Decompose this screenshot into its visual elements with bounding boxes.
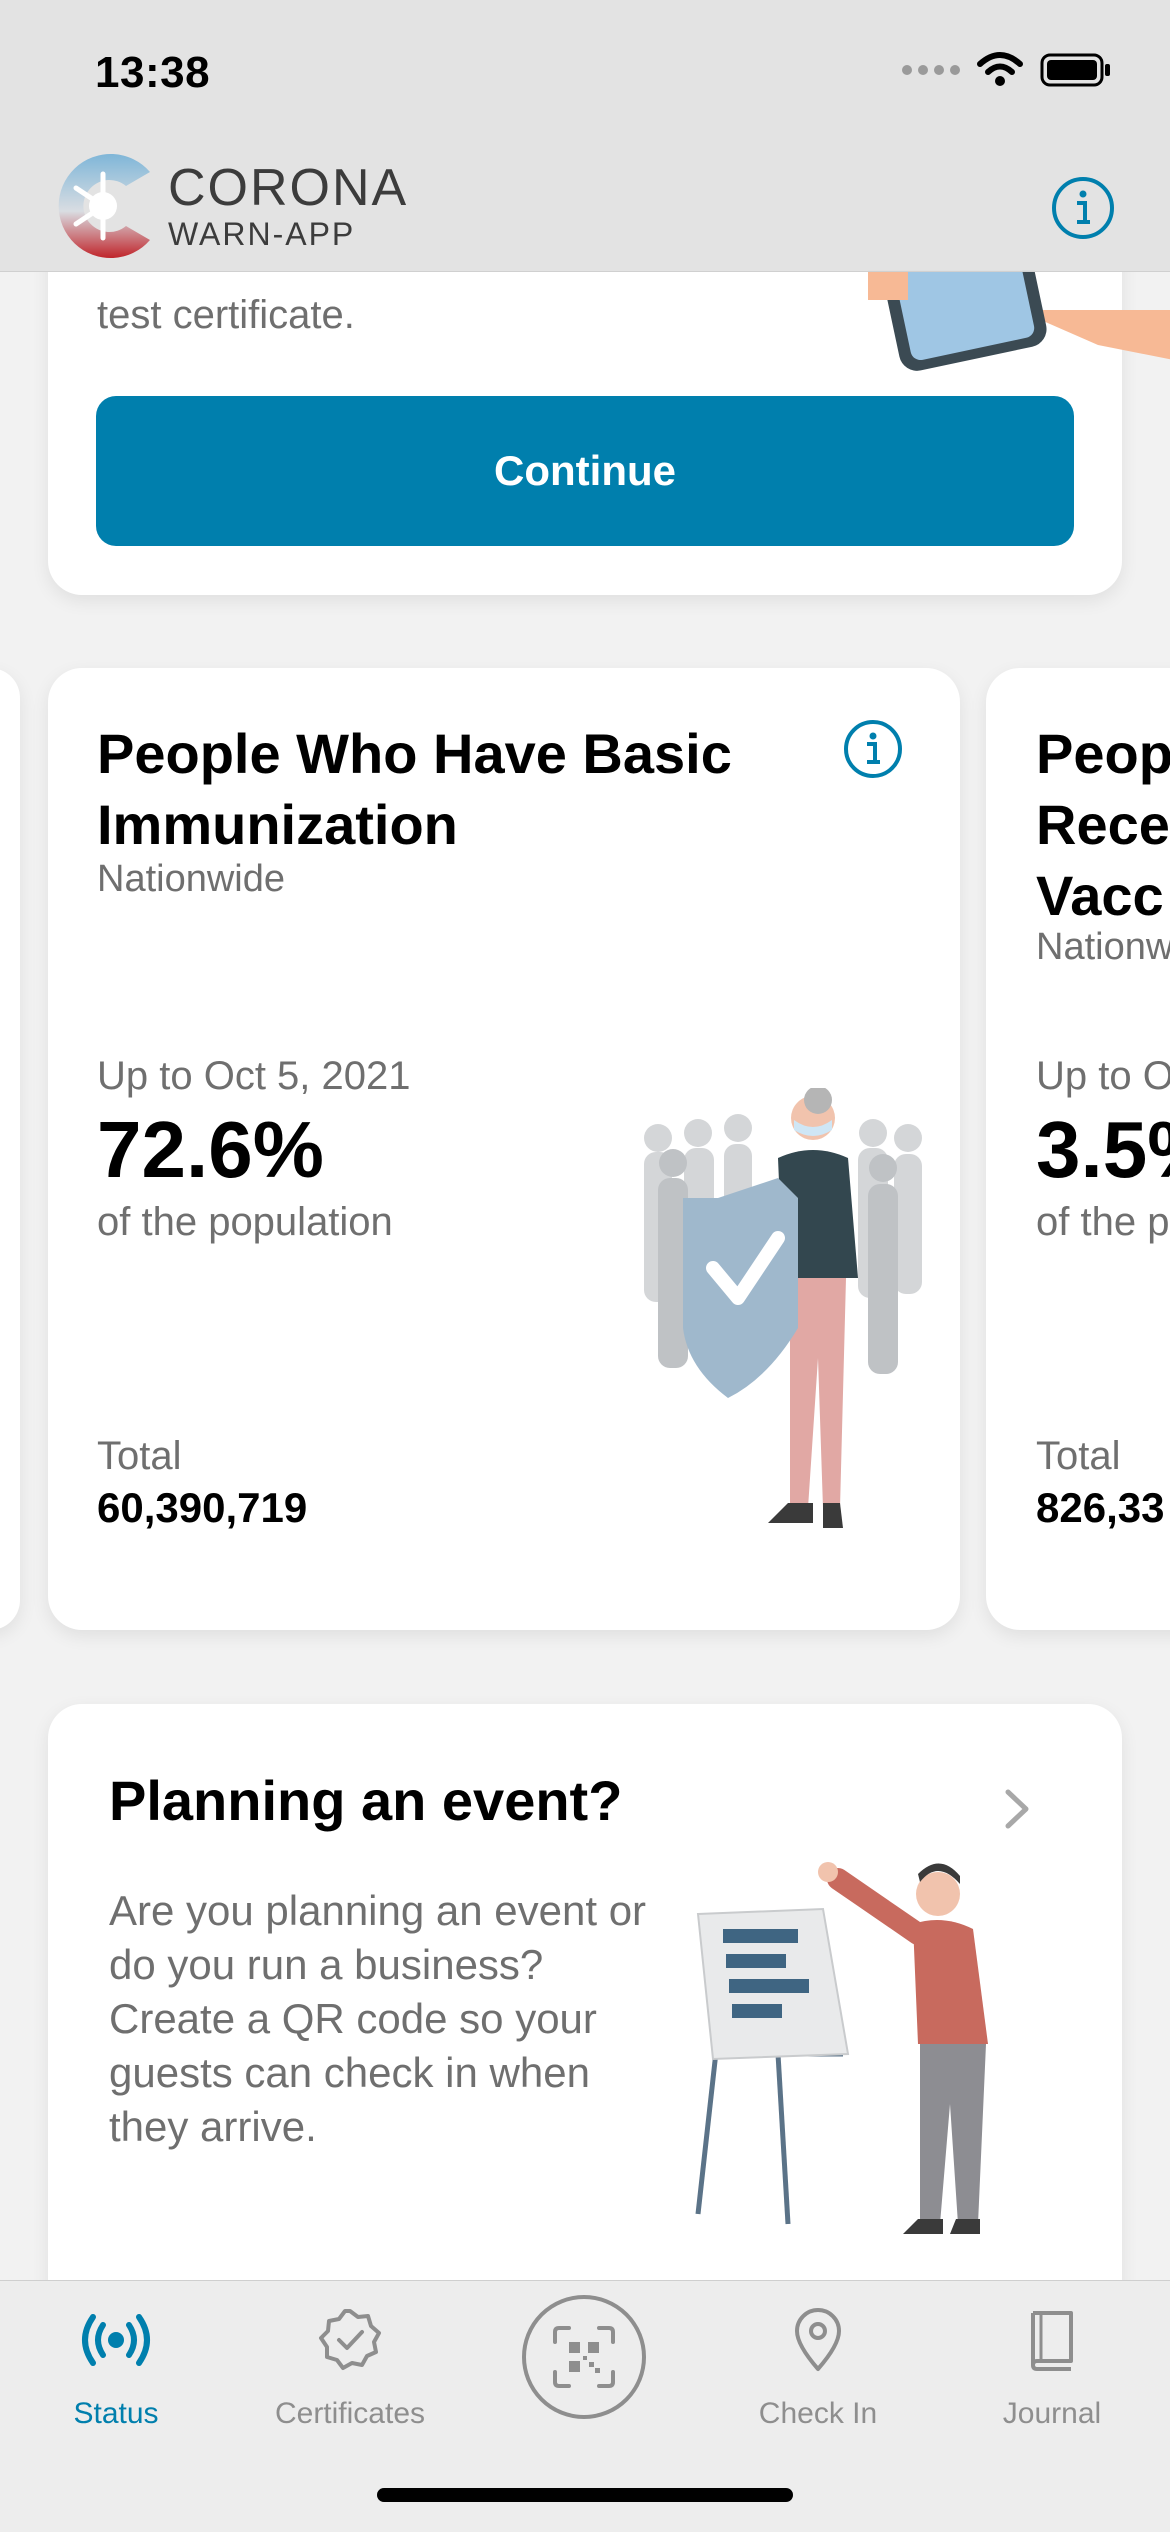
phone-hand-illustration [868, 270, 1170, 371]
brand-title: CORONA [168, 159, 409, 217]
info-icon[interactable] [842, 718, 904, 780]
stat-card-value: 72.6% [97, 1105, 324, 1194]
tab-check-in[interactable]: Check In [718, 2305, 918, 2431]
basic-immunization-card: People Who Have Basic Immunization Natio… [48, 668, 960, 1630]
tab-certificates-label: Certificates [274, 2397, 426, 2430]
stat-card-title: People Who Have Basic Immunization [97, 722, 732, 856]
corona-warn-app-logo [58, 154, 150, 258]
immunized-person-shield-illustration [644, 1088, 922, 1528]
booster-vaccination-card[interactable]: Peop Rece Vacc Nationw Up to O 3.5% of t… [986, 668, 1170, 1630]
tab-status[interactable]: Status [16, 2305, 216, 2431]
app-header: 13:38 [0, 0, 1170, 272]
event-card-description: Are you planning an event or do you run … [109, 1887, 647, 2150]
stat-card-total-label: Total [97, 1434, 182, 1478]
tab-journal-label: Journal [1002, 2397, 1102, 2430]
peek-card-title: Peop Rece Vacc [1036, 722, 1170, 927]
journal-icon [1031, 2311, 1073, 2371]
broadcast-icon [82, 2314, 150, 2366]
qr-code-icon [553, 2326, 615, 2388]
stat-card-region: Nationwide [97, 858, 285, 900]
peek-card-region: Nationw [1036, 926, 1170, 968]
battery-icon [1040, 53, 1110, 87]
continue-button[interactable]: Continue [96, 396, 1074, 546]
peek-card-total-value: 826,33 [1036, 1484, 1165, 1531]
event-card-title: Planning an event? [109, 1769, 623, 1832]
tab-check-in-label: Check In [758, 2397, 878, 2430]
tab-journal[interactable]: Journal [952, 2305, 1152, 2431]
location-pin-icon [795, 2308, 841, 2371]
peek-card-total-label: Total [1036, 1434, 1121, 1478]
peek-card-date: Up to O [1036, 1054, 1170, 1098]
home-indicator[interactable] [377, 2488, 793, 2502]
previous-stat-card[interactable] [0, 668, 20, 1630]
certificate-card-text: test certificate. [97, 293, 355, 337]
certificate-icon [319, 2309, 381, 2370]
peek-card-value: 3.5% [1036, 1105, 1170, 1194]
wifi-icon [977, 52, 1023, 86]
info-icon[interactable] [1050, 175, 1116, 241]
brand-subtitle: WARN-APP [168, 216, 356, 252]
qr-scan-button[interactable] [522, 2295, 646, 2419]
stat-card-value-suffix: of the population [97, 1200, 393, 1244]
cellular-signal-icon [902, 65, 960, 75]
status-time: 13:38 [95, 48, 211, 97]
status-icons [902, 52, 1112, 88]
tab-certificates[interactable]: Certificates [250, 2305, 450, 2431]
stat-card-total-value: 60,390,719 [97, 1484, 308, 1531]
chevron-right-icon [1005, 1789, 1029, 1829]
peek-card-value-suffix: of the p [1036, 1200, 1170, 1244]
tab-status-label: Status [73, 2397, 159, 2430]
presenter-flipchart-illustration [695, 1862, 988, 2234]
stat-card-date: Up to Oct 5, 2021 [97, 1054, 411, 1098]
